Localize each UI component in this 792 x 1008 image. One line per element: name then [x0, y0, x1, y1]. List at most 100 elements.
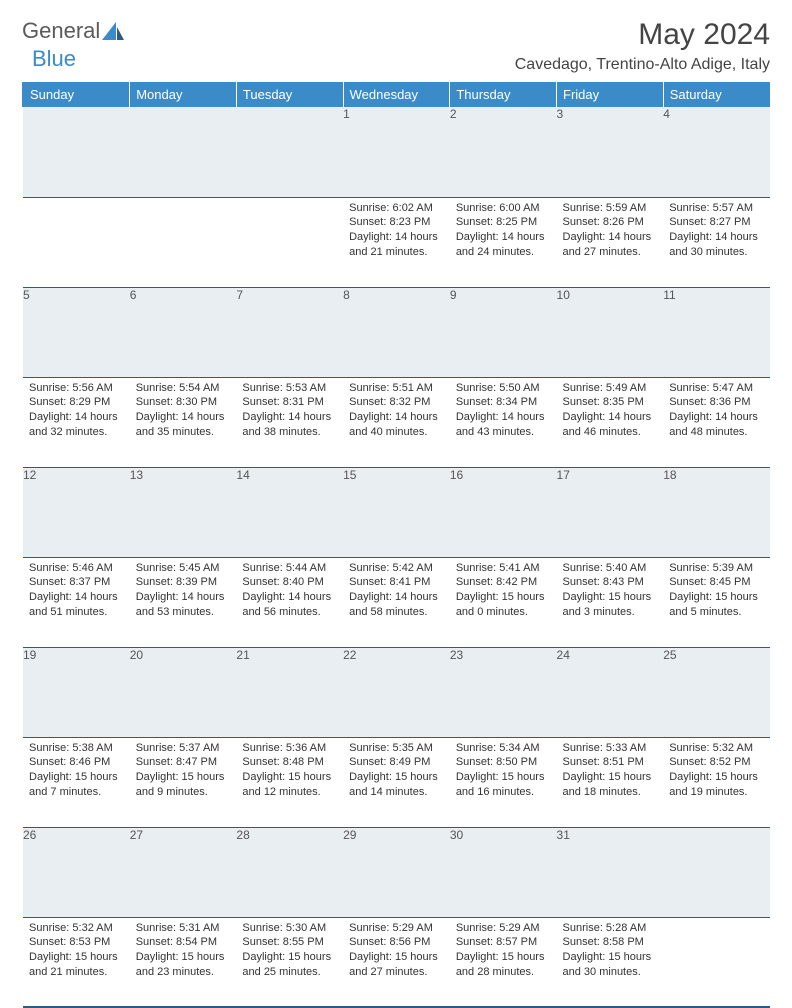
day-number-cell: 22 — [343, 647, 450, 737]
day-cell-body: Sunrise: 5:44 AMSunset: 8:40 PMDaylight:… — [236, 558, 343, 626]
day-body-row: Sunrise: 6:02 AMSunset: 8:23 PMDaylight:… — [23, 197, 770, 287]
day-cell-body: Sunrise: 5:38 AMSunset: 8:46 PMDaylight:… — [23, 738, 130, 806]
day-cell: Sunrise: 5:57 AMSunset: 8:27 PMDaylight:… — [663, 197, 770, 287]
day-cell — [663, 917, 770, 1007]
sunrise-text: Sunrise: 5:32 AM — [669, 741, 764, 756]
sunset-text: Sunset: 8:34 PM — [456, 395, 551, 410]
sunrise-text: Sunrise: 5:54 AM — [136, 381, 231, 396]
day-cell: Sunrise: 5:36 AMSunset: 8:48 PMDaylight:… — [236, 737, 343, 827]
day-cell-body: Sunrise: 5:36 AMSunset: 8:48 PMDaylight:… — [236, 738, 343, 806]
sunrise-text: Sunrise: 5:39 AM — [669, 561, 764, 576]
sunset-text: Sunset: 8:27 PM — [669, 215, 764, 230]
day-number-cell: 20 — [130, 647, 237, 737]
day-cell-body: Sunrise: 5:51 AMSunset: 8:32 PMDaylight:… — [343, 378, 450, 446]
daylight-text: Daylight: 14 hours and 24 minutes. — [456, 230, 551, 260]
day-cell: Sunrise: 5:56 AMSunset: 8:29 PMDaylight:… — [23, 377, 130, 467]
page-header: General May 2024 Cavedago, Trentino-Alto… — [22, 18, 770, 74]
day-number-cell: 13 — [130, 467, 237, 557]
sunset-text: Sunset: 8:30 PM — [136, 395, 231, 410]
day-body-row: Sunrise: 5:38 AMSunset: 8:46 PMDaylight:… — [23, 737, 770, 827]
daylight-text: Daylight: 14 hours and 35 minutes. — [136, 410, 231, 440]
weekday-header: Friday — [557, 82, 664, 107]
day-body-row: Sunrise: 5:32 AMSunset: 8:53 PM Daylight:… — [23, 917, 770, 1007]
day-number-cell: 19 — [23, 647, 130, 737]
sunrise-text: Sunrise: 5:29 AM — [349, 921, 444, 936]
weekday-header: Tuesday — [236, 82, 343, 107]
sunrise-text: Sunrise: 5:44 AM — [242, 561, 337, 576]
day-number-cell: 27 — [130, 827, 237, 917]
day-number-row: 262728293031 — [23, 827, 770, 917]
brand-part2-wrap: Blue — [32, 46, 76, 72]
day-cell: Sunrise: 6:02 AMSunset: 8:23 PMDaylight:… — [343, 197, 450, 287]
day-cell-body: Sunrise: 5:57 AMSunset: 8:27 PMDaylight:… — [663, 198, 770, 266]
day-cell-body — [130, 198, 237, 207]
day-cell: Sunrise: 5:34 AMSunset: 8:50 PMDaylight:… — [450, 737, 557, 827]
daylight-text: Daylight: 14 hours and 56 minutes. — [242, 590, 337, 620]
sunrise-text: Sunrise: 5:46 AM — [29, 561, 124, 576]
sunrise-text: Sunrise: 5:41 AM — [456, 561, 551, 576]
daylight-text: Daylight: 15 hours and 27 minutes. — [349, 950, 444, 980]
sunrise-text: Sunrise: 5:38 AM — [29, 741, 124, 756]
day-cell: Sunrise: 5:37 AMSunset: 8:47 PMDaylight:… — [130, 737, 237, 827]
sunset-text: Sunset: 8:39 PM — [136, 575, 231, 590]
day-number-cell: 26 — [23, 827, 130, 917]
sunrise-text: Sunrise: 5:33 AM — [563, 741, 658, 756]
day-cell-body: Sunrise: 5:39 AMSunset: 8:45 PMDaylight:… — [663, 558, 770, 626]
day-number-cell: 3 — [557, 107, 664, 197]
calendar-table: SundayMondayTuesdayWednesdayThursdayFrid… — [22, 82, 770, 1008]
weekday-header: Monday — [130, 82, 237, 107]
day-cell-body: Sunrise: 5:50 AMSunset: 8:34 PMDaylight:… — [450, 378, 557, 446]
sunrise-text: Sunrise: 5:56 AM — [29, 381, 124, 396]
sunrise-text: Sunrise: 5:50 AM — [456, 381, 551, 396]
day-cell: Sunrise: 5:35 AMSunset: 8:49 PMDaylight:… — [343, 737, 450, 827]
day-cell: Sunrise: 5:42 AMSunset: 8:41 PMDaylight:… — [343, 557, 450, 647]
day-cell-body: Sunrise: 5:37 AMSunset: 8:47 PMDaylight:… — [130, 738, 237, 806]
sunset-text: Sunset: 8:31 PM — [242, 395, 337, 410]
daylight-text: Daylight: 15 hours and 19 minutes. — [669, 770, 764, 800]
daylight-text: Daylight: 14 hours and 53 minutes. — [136, 590, 231, 620]
daylight-text: Daylight: 15 hours and 30 minutes. — [563, 950, 658, 980]
day-number-cell: 6 — [130, 287, 237, 377]
sunrise-text: Sunrise: 5:36 AM — [242, 741, 337, 756]
brand-part2: Blue — [32, 46, 76, 71]
day-number-cell: 8 — [343, 287, 450, 377]
sunrise-text: Sunrise: 5:59 AM — [563, 201, 658, 216]
day-cell-body: Sunrise: 5:42 AMSunset: 8:41 PMDaylight:… — [343, 558, 450, 626]
day-cell-body: Sunrise: 5:54 AMSunset: 8:30 PMDaylight:… — [130, 378, 237, 446]
sunset-text: Sunset: 8:45 PM — [669, 575, 764, 590]
daylight-text: Daylight: 14 hours and 32 minutes. — [29, 410, 124, 440]
day-cell: Sunrise: 5:30 AMSunset: 8:55 PMDaylight:… — [236, 917, 343, 1007]
day-number-cell: 1 — [343, 107, 450, 197]
brand-part1: General — [22, 18, 100, 44]
sunset-text: Sunset: 8:51 PM — [563, 755, 658, 770]
day-number-cell: 14 — [236, 467, 343, 557]
day-number-cell: 15 — [343, 467, 450, 557]
calendar-body: 1234Sunrise: 6:02 AMSunset: 8:23 PMDayli… — [23, 107, 770, 1007]
day-cell: Sunrise: 5:50 AMSunset: 8:34 PMDaylight:… — [450, 377, 557, 467]
sunrise-text: Sunrise: 5:45 AM — [136, 561, 231, 576]
day-cell-body — [663, 918, 770, 927]
day-cell — [23, 197, 130, 287]
sunrise-text: Sunrise: 5:29 AM — [456, 921, 551, 936]
day-cell-body: Sunrise: 5:56 AMSunset: 8:29 PMDaylight:… — [23, 378, 130, 446]
location-text: Cavedago, Trentino-Alto Adige, Italy — [515, 56, 770, 74]
sunset-text: Sunset: 8:48 PM — [242, 755, 337, 770]
day-number-cell: 5 — [23, 287, 130, 377]
daylight-text: Daylight: 15 hours and 14 minutes. — [349, 770, 444, 800]
sunrise-text: Sunrise: 5:32 AM — [29, 921, 124, 936]
sunrise-text: Sunrise: 6:00 AM — [456, 201, 551, 216]
sunset-text: Sunset: 8:42 PM — [456, 575, 551, 590]
day-cell: Sunrise: 5:54 AMSunset: 8:30 PMDaylight:… — [130, 377, 237, 467]
day-cell: Sunrise: 5:39 AMSunset: 8:45 PMDaylight:… — [663, 557, 770, 647]
day-number-cell: 11 — [663, 287, 770, 377]
page-title: May 2024 — [515, 18, 770, 52]
daylight-text: Daylight: 15 hours and 12 minutes. — [242, 770, 337, 800]
day-cell-body: Sunrise: 5:45 AMSunset: 8:39 PMDaylight:… — [130, 558, 237, 626]
day-cell-body: Sunrise: 5:31 AMSunset: 8:54 PMDaylight:… — [130, 918, 237, 986]
sunset-text: Sunset: 8:53 PM — [29, 935, 124, 950]
sunset-text: Sunset: 8:25 PM — [456, 215, 551, 230]
day-cell: Sunrise: 5:51 AMSunset: 8:32 PMDaylight:… — [343, 377, 450, 467]
day-cell: Sunrise: 5:31 AMSunset: 8:54 PMDaylight:… — [130, 917, 237, 1007]
day-cell: Sunrise: 5:38 AMSunset: 8:46 PMDaylight:… — [23, 737, 130, 827]
daylight-text: Daylight: 15 hours and 0 minutes. — [456, 590, 551, 620]
